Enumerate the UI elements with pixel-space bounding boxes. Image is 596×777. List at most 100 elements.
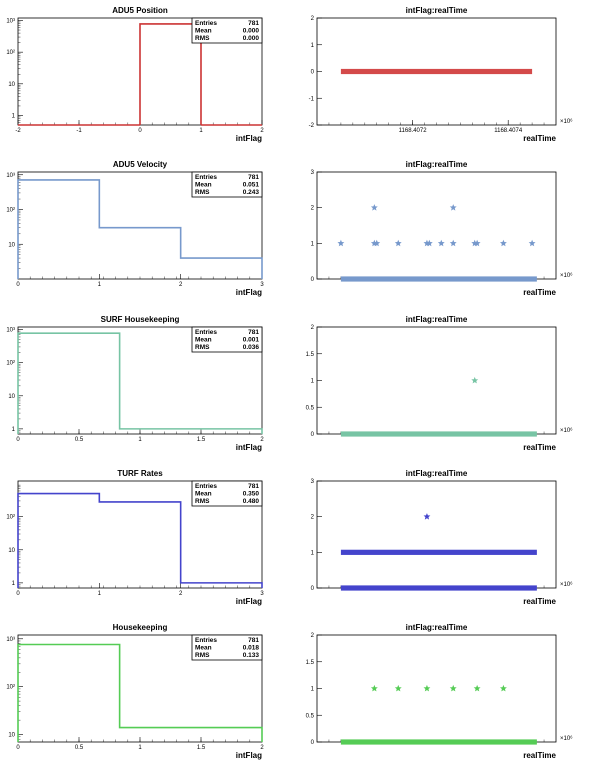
x-tick-label: -1 (76, 128, 82, 134)
chart-title: intFlag:realTime (406, 160, 468, 169)
histogram-bars (17, 332, 263, 434)
data-point (337, 239, 345, 247)
axis-multiplier: ×10⁶ (560, 581, 573, 588)
x-tick-label: 2 (260, 437, 264, 443)
y-tick-label: 10² (6, 685, 15, 691)
y-tick-label: 1 (311, 687, 315, 693)
stat-name: Entries (195, 637, 217, 644)
y-tick-label: 10 (8, 733, 15, 739)
x-tick-label: 0 (16, 591, 20, 597)
y-tick-label: 0 (311, 70, 315, 76)
data-point (473, 239, 481, 247)
stat-name: RMS (195, 498, 210, 505)
stat-value: 781 (248, 174, 259, 181)
x-tick-label: 0.5 (75, 745, 84, 751)
y-tick-label: 0 (311, 432, 315, 438)
dense-marker-band (340, 549, 537, 555)
plot-frame (316, 326, 557, 435)
x-tick-label: 0.5 (75, 437, 84, 443)
chart-title: ADU5 Velocity (113, 160, 168, 169)
y-tick-label: 1.5 (306, 352, 315, 358)
data-point (449, 684, 457, 692)
histogram-bars (139, 23, 202, 125)
x-tick-label: 1168.4072 (399, 128, 428, 134)
stat-value: 0.480 (243, 498, 260, 505)
y-tick-label: 10² (6, 208, 15, 214)
x-axis-label: realTime (523, 443, 556, 452)
x-axis-label: intFlag (236, 134, 262, 143)
y-tick-label: 10³ (6, 19, 15, 25)
stat-name: Entries (195, 174, 217, 181)
axis-multiplier: ×10⁶ (560, 427, 573, 434)
y-tick-label: 10 (8, 548, 15, 554)
x-tick-label: 2 (179, 282, 183, 288)
y-tick-label: 1 (311, 241, 315, 247)
y-tick-label: 0.5 (306, 713, 315, 719)
x-axis-label: intFlag (236, 597, 262, 606)
x-tick-label: 3 (260, 591, 264, 597)
y-tick-label: 2 (311, 633, 315, 639)
chart-title: intFlag:realTime (406, 315, 468, 324)
stats-box-frame (191, 634, 263, 661)
chart-title: TURF Rates (117, 469, 163, 478)
y-tick-label: 1 (311, 379, 315, 385)
y-tick-label: 1.5 (306, 660, 315, 666)
y-tick-label: 10³ (6, 328, 15, 334)
chart-title: intFlag:realTime (406, 623, 468, 632)
plot-frame (316, 634, 557, 743)
y-tick-label: -2 (309, 123, 315, 129)
stats-box-frame (191, 326, 263, 353)
panel-8: intFlag:realTime 0 1 2 3 realTime ×10⁶ (311, 469, 574, 606)
y-tick-label: 10³ (6, 637, 15, 643)
x-axis-label: intFlag (236, 751, 262, 760)
stat-value: 0.000 (243, 35, 260, 42)
y-tick-label: 1 (12, 113, 16, 119)
stats-box: Entries 781 Mean 0.001 RMS 0.036 (191, 326, 263, 353)
y-tick-label: 1 (311, 43, 315, 49)
data-point (471, 376, 479, 384)
data-point (423, 513, 431, 520)
x-tick-label: 0 (138, 128, 142, 134)
stat-name: Mean (195, 645, 212, 652)
x-tick-label: 1 (138, 745, 142, 751)
stats-box-frame (191, 17, 263, 44)
y-tick-label: 10² (6, 361, 15, 367)
chart-title: intFlag:realTime (406, 6, 468, 15)
x-axis-label: realTime (523, 288, 556, 297)
stat-value: 0.001 (243, 337, 260, 344)
stat-value: 781 (248, 483, 259, 490)
data-point (370, 684, 378, 692)
y-tick-label: 0 (311, 586, 315, 592)
x-axis-label: realTime (523, 751, 556, 760)
y-tick-label: 10 (8, 394, 15, 400)
chart-title: Housekeeping (113, 623, 168, 632)
x-tick-label: 1 (138, 437, 142, 443)
y-tick-label: 2 (311, 515, 315, 521)
panel-2: intFlag:realTime -2 -1 0 1 2 1168.4072 1168.407… (309, 6, 574, 143)
y-tick-label: 10 (8, 82, 15, 88)
x-tick-label: 0 (16, 437, 20, 443)
x-tick-label: 1 (98, 282, 102, 288)
y-tick-label: 2 (311, 206, 315, 212)
histogram-bars (17, 492, 263, 588)
data-point (528, 239, 536, 247)
stat-value: 0.018 (243, 645, 260, 652)
stat-name: Entries (195, 20, 217, 27)
stats-box: Entries 781 Mean 0.018 RMS 0.133 (191, 634, 263, 661)
y-tick-label: 3 (311, 479, 315, 485)
dense-marker-band (340, 276, 537, 282)
data-point (449, 204, 457, 211)
stat-name: Entries (195, 329, 217, 336)
dense-marker-band (340, 585, 537, 591)
chart-title: intFlag:realTime (406, 469, 468, 478)
x-axis-label: intFlag (236, 288, 262, 297)
y-tick-label: 1 (12, 427, 16, 433)
y-tick-label: 10² (6, 50, 15, 56)
x-tick-label: 1.5 (197, 437, 206, 443)
stat-name: RMS (195, 344, 210, 351)
panel-10: intFlag:realTime 0 0.5 1 1.5 2 realTime ×10⁶ (306, 623, 574, 760)
